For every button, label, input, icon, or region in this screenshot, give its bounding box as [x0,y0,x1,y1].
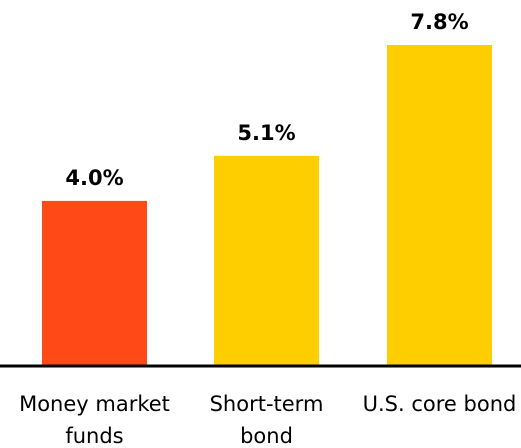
bar [42,200,147,365]
bar [387,45,492,365]
bar [214,155,319,365]
value-label: 5.1% [237,121,295,145]
value-label: 4.0% [65,166,123,190]
category-label: Money market funds [19,392,170,448]
category-label: Short-term bond [209,392,324,448]
category-label: U.S. core bond [362,392,517,416]
value-label: 7.8% [410,10,468,34]
